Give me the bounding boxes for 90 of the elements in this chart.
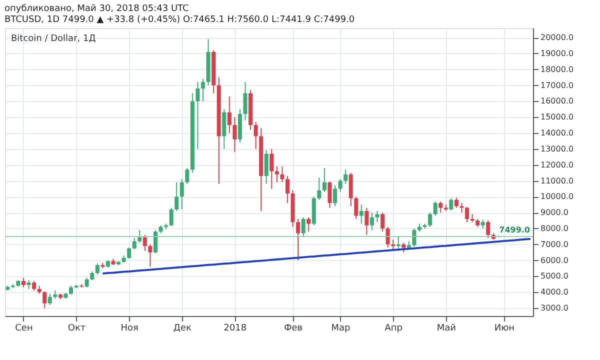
candlestick — [348, 172, 353, 207]
candlestick — [296, 218, 300, 261]
y-tick-label: 15000.0 — [540, 112, 574, 122]
y-tick-label: 5000.0 — [540, 272, 568, 281]
x-tick-label: 2018 — [224, 324, 247, 334]
candlestick — [243, 82, 248, 121]
candlestick — [180, 178, 184, 210]
candlestick — [380, 212, 385, 232]
candlestick — [370, 212, 374, 231]
y-tick-label: 9000.0 — [540, 208, 568, 218]
candlestick — [169, 207, 174, 227]
y-tick-label: 17000.0 — [540, 80, 574, 90]
x-tick-label: Ноя — [120, 324, 138, 334]
candlestick — [428, 212, 432, 228]
candlestick — [412, 228, 416, 248]
candlestick — [338, 178, 342, 192]
candlestick — [42, 290, 47, 309]
candlestick — [465, 206, 469, 223]
candlestick — [328, 181, 332, 208]
candlestick — [375, 210, 380, 223]
x-tick-label: Май — [436, 324, 456, 334]
candlestick — [301, 216, 306, 237]
candlestick — [95, 262, 100, 276]
candlestick — [185, 168, 190, 184]
y-tick-label: 13000.0 — [540, 144, 574, 154]
x-tick-label: Фев — [284, 324, 303, 334]
candlestick — [285, 175, 290, 204]
candlestick — [174, 182, 179, 212]
y-tick-label: 4000.0 — [540, 288, 568, 297]
candlestick — [264, 150, 268, 184]
candlestick — [84, 277, 89, 288]
candlestick — [317, 177, 322, 200]
candlestick — [148, 244, 152, 268]
candlestick — [138, 230, 142, 244]
candlestick — [153, 230, 158, 254]
candlestick — [222, 108, 226, 150]
text: Bitcoin / Dollar, 1Д — [11, 34, 96, 44]
candlestick — [449, 198, 454, 211]
candlestick — [391, 239, 396, 250]
y-tick-label: 3000.0 — [540, 304, 568, 313]
candlestick — [48, 293, 52, 306]
candlestick — [142, 234, 147, 252]
y-tick-label: 6000.0 — [540, 256, 568, 265]
candlestick — [454, 196, 458, 208]
text: опубликовано, Май 30, 2018 05:43 UTC — [4, 4, 189, 14]
candlestick — [460, 202, 464, 214]
candlestick — [270, 148, 274, 190]
candlestick — [274, 166, 279, 183]
candlestick — [132, 238, 136, 250]
candlestick — [438, 200, 443, 214]
ref-line-label: 7499.0 — [499, 225, 530, 234]
candlestick — [433, 200, 438, 216]
candlestick — [486, 220, 490, 239]
candlestick — [364, 207, 369, 236]
candlestick — [306, 216, 311, 232]
x-tick-label: Дек — [173, 324, 192, 334]
y-tick-label: 11000.0 — [540, 176, 574, 186]
candlestick — [344, 169, 348, 184]
x-tick-label: Окт — [68, 324, 86, 334]
line-series — [102, 238, 532, 275]
x-tick-label: Июн — [494, 324, 515, 334]
y-tick-label: 10000.0 — [540, 192, 574, 202]
candlestick — [322, 168, 326, 192]
x-tick-label: Мар — [331, 324, 351, 334]
y-tick-label: 8000.0 — [540, 224, 568, 233]
candlestick — [402, 242, 406, 253]
x-tick-label: Сен — [15, 324, 33, 334]
candlestick — [201, 78, 205, 102]
candlestick — [280, 166, 284, 183]
candlestick — [227, 96, 232, 134]
y-tick-label: 16000.0 — [540, 96, 574, 106]
candlestick — [254, 121, 258, 150]
candlestick — [333, 185, 337, 207]
candlestick — [127, 247, 132, 260]
text: BTCUSD, 1D 7499.0 ▲ +33.8 (+0.45%) O:7465.1 H:7560.0 L:7441.9 C:7499.0 — [4, 15, 355, 25]
candlestick — [396, 236, 400, 250]
x-tick-label: Апр — [384, 324, 403, 334]
y-tick-label: 14000.0 — [540, 128, 574, 138]
y-tick-label: 12000.0 — [540, 160, 574, 170]
candlestick — [196, 82, 200, 150]
candlestick — [232, 116, 237, 153]
y-tick-label: 20000.0 — [540, 33, 574, 42]
candlestick — [354, 196, 358, 220]
y-tick-label: 7000.0 — [540, 240, 568, 249]
y-tick-label: 18000.0 — [540, 64, 574, 74]
candlestick — [32, 280, 36, 292]
candlestick — [359, 204, 364, 224]
candlestick — [21, 277, 26, 288]
candlestick — [386, 226, 390, 248]
y-tick-label: 19000.0 — [540, 48, 574, 58]
